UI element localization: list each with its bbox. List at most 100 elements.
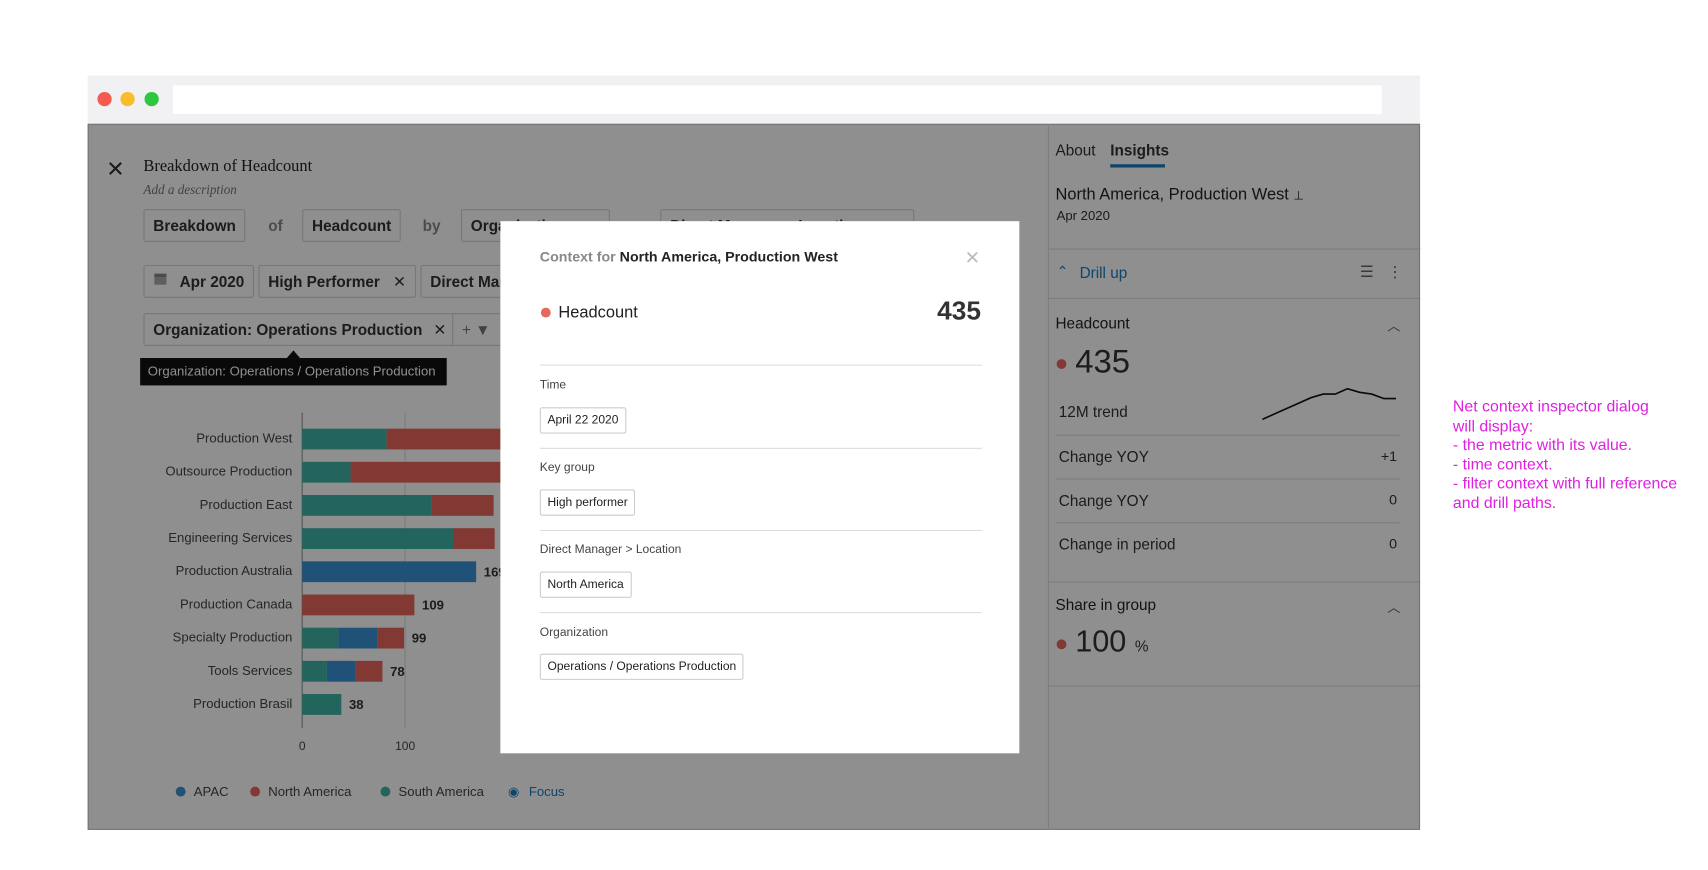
filter-chip[interactable]: Organization: Operations Production ✕ (143, 313, 457, 346)
dialog-close[interactable]: ✕ (964, 247, 981, 269)
total-label: 109 (422, 597, 444, 612)
tooltip-arrow (286, 350, 301, 359)
bar-segment (355, 660, 383, 682)
row-value: 0 (1389, 491, 1398, 509)
y-tick-label: Production Brasil (193, 696, 292, 711)
section-label: Organization (539, 626, 609, 640)
metric-dot (1056, 359, 1067, 369)
annotation-line: Net context inspector dialog (1452, 398, 1649, 417)
separator (539, 364, 983, 366)
query-word: of (268, 216, 283, 235)
separator (1048, 297, 1422, 299)
section-label: Key group (539, 460, 595, 475)
dialog-title: Context for North America, Production We… (540, 249, 838, 265)
annotation-line: - filter context with full reference (1452, 475, 1678, 493)
remove-icon[interactable]: ✕ (433, 320, 447, 339)
row-label: Change in period (1058, 535, 1176, 553)
report-title[interactable]: Breakdown of Headcount (143, 157, 313, 176)
annotation-line: - the metric with its value. (1452, 436, 1633, 455)
bar-segment (302, 561, 477, 583)
query-chip[interactable]: Breakdown (143, 209, 246, 242)
bar-segment (377, 627, 405, 649)
share-unit: % (1134, 637, 1149, 655)
filter-chip[interactable]: High Performer ✕ (258, 264, 416, 298)
bar-segment (302, 428, 387, 450)
max-dot[interactable] (144, 91, 159, 107)
metric-label: Headcount (1055, 314, 1130, 332)
dialog-subject: North America, Production West (619, 248, 838, 265)
collapse-icon[interactable]: ︿ (1387, 600, 1401, 616)
drill-up[interactable]: Drill up (1079, 263, 1128, 282)
query-chip[interactable]: Headcount (302, 209, 402, 242)
separator (539, 612, 983, 614)
filter-text: Apr 2020 (179, 272, 245, 291)
tab[interactable]: About (1055, 141, 1096, 159)
separator (1048, 685, 1422, 687)
annotation-line: will display: (1452, 417, 1534, 436)
more-icon[interactable]: ⋮ (1387, 262, 1403, 281)
bar-segment (338, 627, 378, 649)
y-tick-label: Tools Services (208, 663, 293, 678)
row-value: +1 (1380, 447, 1398, 465)
section-chip: High performer (539, 489, 636, 516)
close-dot[interactable] (97, 91, 112, 107)
focus-icon: ◉ (508, 784, 519, 799)
tab-underline (1110, 164, 1165, 168)
drill-up-icon[interactable]: ⌃ (1056, 262, 1069, 280)
tab-active[interactable]: Insights (1110, 141, 1169, 159)
y-tick-label: Production West (196, 431, 292, 446)
y-tick-label: Outsource Production (165, 464, 292, 479)
bar-segment (302, 660, 327, 682)
bar-segment (302, 461, 351, 483)
bar-segment (431, 495, 494, 516)
metric-dot (540, 307, 551, 318)
browser-bar (87, 75, 1421, 124)
separator (1055, 478, 1400, 480)
separator (1055, 522, 1400, 524)
bar-segment (302, 528, 454, 549)
share-label: Share in group (1055, 595, 1157, 614)
collapse-icon[interactable]: ︿ (1387, 318, 1401, 334)
total-label: 78 (390, 664, 405, 679)
separator (1048, 248, 1422, 250)
bar-segment (302, 627, 339, 649)
focus-toggle: Focus (529, 784, 565, 799)
context-dialog: Context for North America, Production We… (500, 221, 1020, 754)
share-dot (1056, 639, 1067, 650)
min-dot[interactable] (120, 91, 135, 107)
address-bar[interactable] (172, 85, 1382, 114)
dialog-metric: Headcount (558, 303, 638, 322)
panel-title: North America, Production West ⊥ (1055, 185, 1303, 204)
remove-icon[interactable]: ✕ (392, 272, 406, 291)
panel-title-text: North America, Production West (1055, 185, 1289, 204)
total-label: 38 (349, 697, 364, 712)
section-chip: Operations / Operations Production (539, 653, 744, 680)
bar-segment (350, 461, 505, 483)
report-description[interactable]: Add a description (143, 181, 237, 198)
filter-text: Organization: Operations Production (153, 320, 423, 339)
separator (539, 529, 983, 532)
legend-dot (380, 786, 391, 797)
section-chip: April 22 2020 (539, 407, 627, 434)
close-icon[interactable]: ✕ (106, 157, 125, 182)
trend-label: 12M trend (1058, 402, 1128, 421)
x-tick-label: 0 (299, 739, 306, 753)
legend-label: APAC (194, 784, 229, 799)
share-number: 100 (1075, 624, 1127, 659)
calendar-icon (154, 273, 167, 285)
list-icon[interactable]: ☰ (1359, 262, 1374, 281)
trend-line (1262, 387, 1396, 421)
hierarchy-icon[interactable]: ⊥ (1293, 189, 1304, 203)
panel-date: Apr 2020 (1056, 208, 1110, 224)
legend-dot (175, 786, 186, 797)
row-label: Change YOY (1058, 447, 1149, 466)
separator (539, 447, 983, 449)
section-label: Time (539, 378, 567, 392)
annotation-line: - time context. (1452, 456, 1553, 474)
filter-text: High Performer (268, 272, 380, 291)
bar-segment (302, 694, 342, 715)
bar-segment (326, 660, 356, 682)
row-value: 0 (1389, 535, 1398, 552)
side-panel: About Insights North America, Production… (1047, 123, 1422, 830)
